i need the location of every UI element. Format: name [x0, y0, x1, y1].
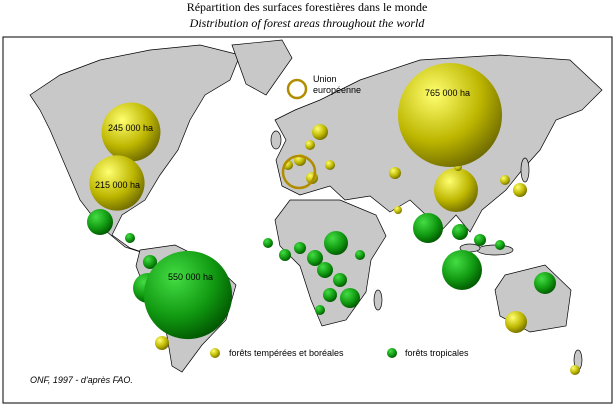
- bubble: [294, 242, 306, 254]
- bubble-label: 765 000 ha: [425, 88, 470, 98]
- bubble: [389, 167, 401, 179]
- bubble: [125, 233, 135, 243]
- bubble: [312, 124, 328, 140]
- bubble: [340, 288, 360, 308]
- bubble: [89, 155, 145, 211]
- bubble: [315, 305, 325, 315]
- bubble: [323, 288, 337, 302]
- bubble-label: 215 000 ha: [95, 180, 140, 190]
- bubble: [474, 234, 486, 246]
- bubble: [324, 231, 348, 255]
- bubble: [333, 273, 347, 287]
- bubble: [452, 224, 468, 240]
- title: Répartition des surfaces forestières dan…: [187, 0, 428, 14]
- small-bubbles: [87, 124, 580, 375]
- bubble: [570, 365, 580, 375]
- legend-swatch: [210, 348, 220, 358]
- subtitle: Distribution of forest areas throughout …: [189, 16, 426, 30]
- bubble-label: 245 000 ha: [108, 123, 153, 133]
- bubble: [534, 272, 556, 294]
- bubble: [279, 249, 291, 261]
- bubble: [513, 183, 527, 197]
- bubble: [307, 250, 323, 266]
- source: ONF, 1997 - d'après FAO.: [30, 375, 133, 385]
- bubble: [87, 209, 113, 235]
- bubble: [305, 140, 315, 150]
- bubble: [143, 250, 233, 340]
- bubble: [413, 213, 443, 243]
- legend-label: forêts tropicales: [405, 348, 469, 358]
- bubble: [394, 206, 402, 214]
- bubble: [325, 160, 335, 170]
- bubble: [101, 102, 161, 162]
- eu-outline: [281, 154, 317, 190]
- eu-legend-label: Union: [313, 74, 337, 84]
- bubble: [442, 250, 482, 290]
- legend-swatch: [387, 348, 397, 358]
- eu-legend-symbol: [286, 78, 308, 100]
- bubble: [397, 62, 503, 168]
- bubble-label: 550 000 ha: [168, 272, 213, 282]
- bubble: [155, 336, 169, 350]
- eu-legend-label: européenne: [313, 85, 361, 95]
- bubble: [434, 168, 478, 212]
- bubble: [495, 240, 505, 250]
- bubble: [143, 255, 157, 269]
- legend-label: forêts tempérées et boréales: [229, 348, 344, 358]
- bubble: [355, 250, 365, 260]
- bubble: [500, 175, 510, 185]
- bubble: [317, 262, 333, 278]
- bubble: [505, 311, 527, 333]
- bubble: [263, 238, 273, 248]
- bubbles: 765 000 ha 245 000 ha 215 000 ha 550 000 ha: [89, 62, 503, 340]
